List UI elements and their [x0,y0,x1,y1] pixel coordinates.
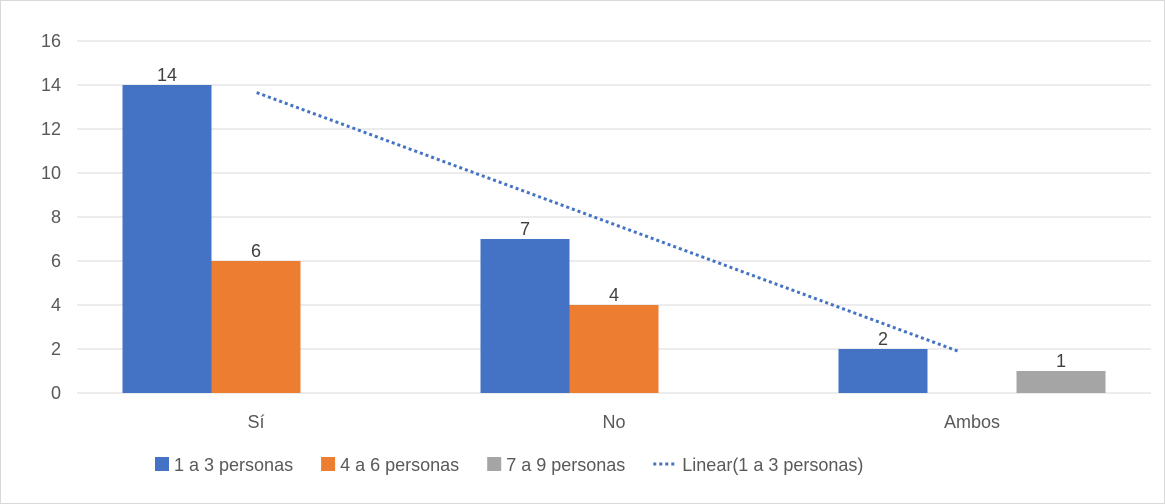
data-label: 1 [1056,351,1066,371]
legend-label: 4 a 6 personas [340,455,459,475]
legend-label: 7 a 9 personas [506,455,625,475]
data-label: 2 [878,329,888,349]
data-label: 7 [520,219,530,239]
bar [211,261,301,393]
y-tick-label: 16 [41,31,61,51]
y-tick-label: 2 [51,339,61,359]
bar [122,85,212,393]
trendline [256,91,961,354]
bar [480,239,570,393]
y-tick-label: 12 [41,119,61,139]
legend-label: Linear(1 a 3 personas) [682,455,863,475]
legend-item: 4 a 6 personas [321,455,459,475]
legend-item: 7 a 9 personas [487,455,625,475]
y-tick-label: 14 [41,75,61,95]
y-axis-ticks: 0 2 4 6 8 10 12 14 16 [41,31,61,403]
legend-item: Linear(1 a 3 personas) [653,455,863,475]
bars [122,85,1106,393]
legend-swatch [155,457,169,471]
x-axis-ticks: Sí No Ambos [247,412,1000,432]
data-label: 6 [251,241,261,261]
legend-label: 1 a 3 personas [174,455,293,475]
data-label: 4 [609,285,619,305]
x-tick-label: Ambos [944,412,1000,432]
bar [838,349,928,393]
legend-item: 1 a 3 personas [155,455,293,475]
y-tick-label: 0 [51,383,61,403]
y-tick-label: 10 [41,163,61,183]
legend-swatch [321,457,336,471]
x-tick-label: Sí [247,412,264,432]
y-tick-label: 8 [51,207,61,227]
bar [569,305,659,393]
x-tick-label: No [602,412,625,432]
data-labels: 14 7 2 6 4 1 [157,65,1066,371]
y-tick-label: 4 [51,295,61,315]
trendline-line [256,91,961,354]
bar [1016,371,1106,393]
y-tick-label: 6 [51,251,61,271]
legend: 1 a 3 personas 4 a 6 personas 7 a 9 person… [155,455,863,475]
data-label: 14 [157,65,177,85]
legend-swatch [487,457,502,471]
